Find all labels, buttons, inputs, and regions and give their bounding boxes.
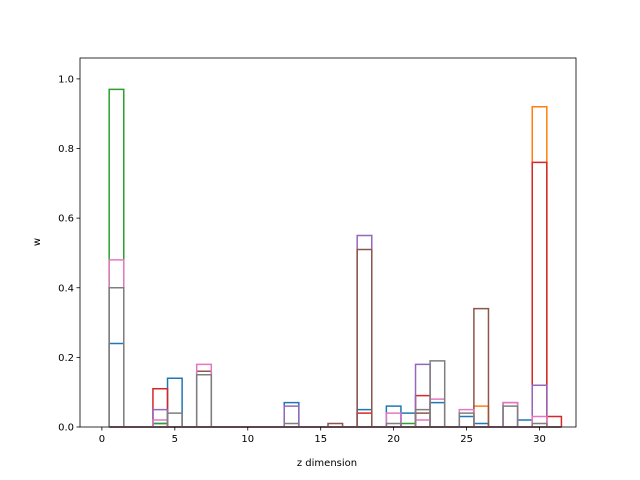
x-tick-label: 0 [99, 434, 105, 445]
histogram-bar [516, 419, 533, 427]
x-tick-label: 20 [387, 434, 400, 445]
y-tick-label: 0.4 [58, 283, 74, 294]
series-6 [109, 248, 562, 428]
histogram-bar [458, 415, 475, 427]
series-5 [109, 234, 562, 428]
histogram-bar [152, 408, 169, 427]
histogram-bar [429, 360, 446, 427]
x-tick-label: 30 [533, 434, 546, 445]
x-tick-label: 10 [241, 434, 254, 445]
y-tick-label: 0.0 [58, 423, 74, 434]
histogram-bar [108, 287, 125, 427]
histogram-bar [283, 405, 300, 427]
y-tick-label: 0.2 [58, 353, 74, 364]
histogram-bar [531, 105, 548, 427]
histogram-bar [546, 415, 563, 427]
histogram-bar [385, 422, 402, 427]
histogram-bar [327, 422, 344, 427]
histogram-bar [473, 307, 490, 427]
series-3 [108, 88, 562, 428]
histogram-bar [108, 342, 125, 427]
series-4 [109, 161, 563, 428]
series-1 [108, 342, 562, 428]
y-tick-label: 0.8 [58, 144, 74, 155]
y-tick-label: 1.0 [58, 74, 74, 85]
histogram-bar [414, 419, 431, 427]
series-8 [108, 287, 562, 428]
x-tick-label: 15 [314, 434, 327, 445]
histogram-bar [531, 384, 548, 427]
plot-area [108, 88, 563, 428]
histogram-bar [356, 234, 373, 427]
series-7 [108, 259, 562, 428]
histogram-bar [385, 412, 402, 427]
histogram-bar [356, 412, 373, 427]
histogram-bar [531, 161, 548, 427]
histogram-bar [429, 401, 446, 427]
x-tick-label: 5 [172, 434, 178, 445]
histogram-bar [414, 408, 431, 427]
histogram-bar [531, 415, 548, 427]
histogram-bar [195, 363, 213, 427]
y-axis: 0.0 0.2 0.4 0.6 0.8 1.0 [58, 74, 80, 434]
y-axis-label: w [32, 238, 43, 246]
histogram-bar [400, 412, 417, 427]
histogram-bar [502, 405, 519, 427]
histogram-bar [414, 394, 431, 427]
histogram-bar [195, 370, 213, 427]
plot-frame [79, 57, 577, 428]
histogram-bar [195, 374, 213, 427]
histogram-bar [166, 377, 183, 427]
x-axis: 0 5 10 15 20 25 30 [99, 427, 546, 445]
histogram-bar [458, 412, 475, 427]
histogram-bar [458, 408, 475, 427]
histogram-bar [531, 422, 548, 427]
x-axis-label: z dimension [297, 458, 357, 469]
histogram-bar [356, 408, 373, 427]
histogram-bar [283, 422, 300, 427]
y-tick-label: 0.6 [58, 214, 74, 225]
x-tick-label: 25 [460, 434, 473, 445]
histogram-bar [356, 248, 373, 427]
histogram-bar [108, 88, 125, 427]
histogram-bar [166, 412, 183, 427]
histogram-bar [152, 387, 169, 427]
